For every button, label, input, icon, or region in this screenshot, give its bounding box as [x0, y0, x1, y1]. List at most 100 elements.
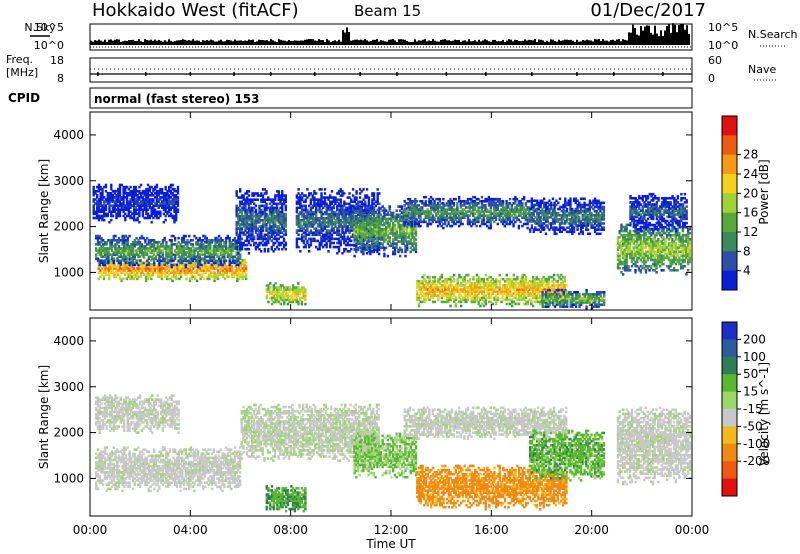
heatmap-cell — [180, 263, 183, 266]
noise-bar — [462, 40, 464, 45]
heatmap-cell — [270, 204, 273, 208]
noise-bar — [560, 40, 562, 45]
heatmap-cell — [99, 192, 102, 195]
noise-bar — [124, 40, 126, 45]
heatmap-cell — [102, 239, 105, 242]
heatmap-cell — [97, 218, 101, 222]
heatmap-cell — [246, 225, 249, 228]
heatmap-cell — [214, 241, 217, 244]
noise-bar — [310, 39, 312, 45]
heatmap-cell — [157, 192, 160, 195]
heatmap-cell — [137, 269, 141, 272]
heatmap-cell — [164, 187, 167, 191]
heatmap-cell — [200, 253, 203, 256]
heatmap-cell — [246, 237, 249, 241]
heatmap-cell — [165, 253, 168, 256]
heatmap-cell — [220, 265, 223, 268]
heatmap-cell — [234, 273, 237, 276]
noise-bar — [212, 40, 214, 45]
heatmap-cell — [265, 239, 268, 243]
heatmap-cell — [210, 257, 214, 261]
heatmap-cell — [237, 235, 240, 239]
heatmap-cell — [249, 231, 252, 234]
heatmap-cell — [107, 261, 110, 265]
heatmap-cell — [246, 221, 249, 224]
noise-bar — [194, 40, 196, 45]
heatmap-cell — [251, 217, 254, 220]
heatmap-cell — [155, 212, 159, 216]
heatmap-cell — [124, 247, 128, 250]
heatmap-cell — [270, 247, 273, 251]
noise-bar — [492, 39, 494, 45]
freq-tick-bottom: 8 — [57, 72, 64, 85]
heatmap-cell — [133, 263, 136, 267]
heatmap-cell — [185, 273, 188, 276]
heatmap-cell — [241, 267, 244, 270]
heatmap-cell — [156, 253, 159, 256]
heatmap-cell — [261, 198, 265, 201]
heatmap-cell — [242, 196, 245, 199]
noise-bar — [100, 40, 102, 45]
heatmap-cell — [178, 273, 181, 276]
heatmap-cell — [154, 255, 158, 259]
heatmap-cell — [188, 253, 191, 256]
heatmap-cell — [166, 198, 169, 201]
heatmap-cell — [99, 202, 102, 205]
noise-bar — [376, 39, 378, 45]
heatmap-cell — [129, 185, 132, 189]
heatmap-cell — [152, 265, 155, 268]
heatmap-cell — [186, 259, 189, 263]
heatmap-cell — [160, 255, 163, 259]
heatmap-cell — [240, 245, 244, 249]
heatmap-cell — [161, 257, 165, 261]
heatmap-cell — [190, 275, 193, 279]
heatmap-cell — [215, 273, 218, 276]
heatmap-cell — [168, 198, 171, 201]
heatmap-cell — [181, 253, 184, 256]
freq-dot — [662, 72, 664, 76]
heatmap-cell — [136, 271, 139, 274]
heatmap-cell — [167, 273, 171, 276]
heatmap-cell — [232, 257, 235, 261]
heatmap-cell — [272, 229, 275, 232]
heatmap-cell — [115, 202, 118, 205]
heatmap-cell — [188, 267, 192, 270]
nave-tick-bottom: 0 — [708, 72, 715, 85]
heatmap-cell — [180, 271, 183, 274]
heatmap-cell — [265, 190, 268, 193]
heatmap-cell — [184, 234, 187, 238]
heatmap-cell — [97, 187, 101, 191]
heatmap-cell — [207, 249, 210, 252]
heatmap-cell — [105, 255, 108, 259]
heatmap-cell — [107, 251, 110, 254]
heatmap-cell — [135, 261, 138, 265]
heatmap-cell — [244, 239, 247, 243]
heatmap-cell — [97, 271, 100, 274]
heatmap-cell — [103, 253, 107, 256]
heatmap-cell — [246, 239, 249, 243]
heatmap-cell — [154, 185, 157, 189]
heatmap-cell — [139, 194, 143, 197]
heatmap-cell — [150, 185, 153, 189]
noise-bar — [290, 40, 292, 45]
heatmap-cell — [97, 202, 101, 205]
heatmap-cell — [159, 202, 162, 205]
heatmap-cell — [162, 198, 166, 201]
freq-dot — [269, 72, 272, 76]
heatmap-cell — [120, 277, 123, 281]
heatmap-cell — [265, 206, 268, 210]
noise-bar — [508, 39, 510, 45]
heatmap-cell — [207, 245, 210, 248]
heatmap-cell — [196, 241, 200, 244]
heatmap-cell — [238, 275, 241, 279]
noise-bar — [548, 41, 550, 45]
heatmap-cell — [165, 243, 168, 246]
freq-tick-top: 18 — [50, 54, 64, 67]
heatmap-cell — [124, 212, 127, 216]
noise-bar — [260, 39, 262, 45]
noise-bar — [564, 39, 566, 45]
heatmap-cell — [113, 200, 116, 203]
heatmap-cell — [99, 185, 102, 189]
heatmap-cell — [184, 251, 187, 254]
heatmap-cell — [229, 265, 232, 268]
